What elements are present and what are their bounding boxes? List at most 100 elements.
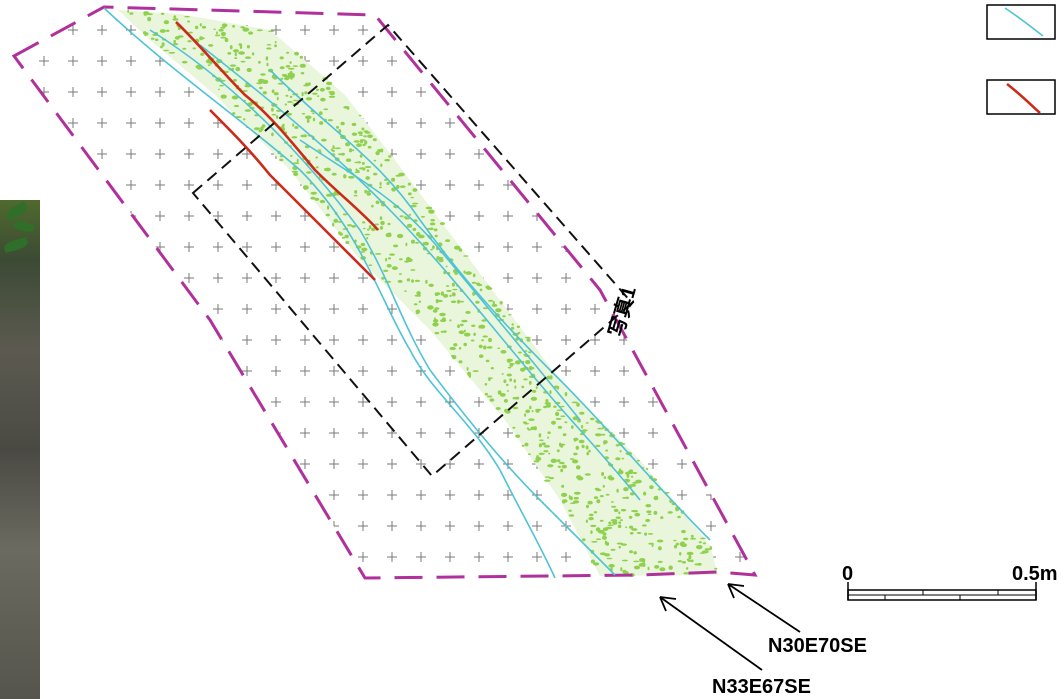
- crushed-zone-dot: [416, 291, 421, 296]
- granite-cross: [213, 304, 223, 314]
- crushed-zone-dot: [227, 52, 232, 55]
- granite-cross: [416, 149, 426, 159]
- granite-cross: [242, 335, 252, 345]
- crushed-zone-dot: [393, 244, 399, 248]
- granite-cross: [184, 366, 194, 376]
- granite-cross: [68, 521, 78, 531]
- crushed-zone-dot: [550, 458, 557, 463]
- crushed-zone-dot: [668, 565, 673, 570]
- granite-cross: [503, 459, 513, 469]
- crushed-zone-dot: [611, 505, 617, 508]
- crushed-zone-dot: [458, 347, 462, 350]
- granite-cross: [764, 397, 774, 407]
- granite-cross: [97, 304, 107, 314]
- crushed-zone-dot: [308, 82, 311, 86]
- crushed-zone-dot: [386, 264, 392, 268]
- crushed-zone-dot: [610, 519, 618, 522]
- crushed-zone-dot: [607, 524, 614, 527]
- granite-cross: [358, 397, 368, 407]
- granite-cross: [358, 583, 368, 593]
- crushed-zone-dot: [458, 360, 463, 364]
- crushed-zone-dot: [575, 465, 581, 470]
- granite-cross: [590, 211, 600, 221]
- granite-cross: [706, 273, 716, 283]
- crushed-zone-dot: [597, 427, 603, 430]
- crushed-zone-dot: [478, 354, 484, 359]
- crushed-zone-dot: [535, 456, 542, 461]
- granite-cross: [503, 583, 513, 593]
- crushed-zone-dot: [475, 282, 481, 286]
- crushed-zone-dot: [187, 40, 192, 43]
- crushed-zone-dot: [379, 181, 382, 186]
- granite-cross: [561, 25, 571, 35]
- crushed-zone-dot: [291, 170, 299, 173]
- crushed-zone-dot: [266, 44, 272, 46]
- crushed-zone-dot: [620, 519, 623, 522]
- crushed-zone-dot: [351, 225, 357, 228]
- granite-cross: [648, 459, 658, 469]
- crushed-zone-dot: [445, 265, 448, 268]
- crushed-zone-dot: [326, 81, 333, 86]
- crushed-zone-dot: [472, 370, 479, 373]
- granite-cross: [97, 273, 107, 283]
- granite-cross: [300, 25, 310, 35]
- crushed-zone-dot: [410, 204, 417, 208]
- granite-cross: [735, 273, 745, 283]
- crushed-zone-dot: [585, 422, 589, 424]
- crushed-zone-dot: [220, 36, 227, 39]
- granite-cross: [213, 397, 223, 407]
- granite-cross: [213, 242, 223, 252]
- crushed-zone-dot: [591, 540, 598, 543]
- granite-cross: [474, 149, 484, 159]
- crushed-zone-dot: [641, 524, 647, 527]
- granite-cross: [648, 180, 658, 190]
- crushed-zone-dot: [168, 51, 176, 54]
- cyan-line-swatch-icon: [1004, 7, 1044, 37]
- crushed-zone-dot: [544, 476, 551, 478]
- granite-cross: [126, 521, 136, 531]
- crushed-zone-dot: [366, 169, 370, 172]
- crushed-zone-dot: [621, 559, 629, 562]
- crushed-zone-dot: [599, 552, 607, 556]
- crushed-zone-dot: [294, 126, 299, 129]
- crushed-zone-dot: [299, 63, 306, 68]
- crushed-zone-dot: [372, 138, 377, 142]
- granite-cross: [416, 428, 426, 438]
- granite-cross: [590, 335, 600, 345]
- crushed-zone-dot: [445, 239, 451, 243]
- crushed-zone-dot: [233, 49, 239, 53]
- granite-cross: [300, 242, 310, 252]
- granite-cross: [474, 490, 484, 500]
- granite-cross: [648, 428, 658, 438]
- crushed-zone-dot: [438, 258, 444, 263]
- crushed-zone-dot: [621, 457, 625, 460]
- crushed-zone-dot: [439, 312, 446, 317]
- granite-cross: [648, 366, 658, 376]
- granite-cross: [532, 25, 542, 35]
- granite-cross: [445, 56, 455, 66]
- granite-cross: [590, 56, 600, 66]
- crushed-zone-dot: [601, 472, 605, 476]
- granite-cross: [184, 428, 194, 438]
- granite-cross: [97, 552, 107, 562]
- crushed-zone-dot: [506, 373, 512, 377]
- crushed-zone-dot: [449, 294, 452, 297]
- granite-cross: [68, 118, 78, 128]
- crushed-zone-dot: [187, 20, 191, 23]
- granite-cross: [126, 304, 136, 314]
- crushed-zone-dot: [659, 567, 666, 572]
- crushed-zone-dot: [521, 385, 525, 389]
- crushed-zone-dot: [286, 76, 294, 79]
- crushed-zone-dot: [163, 20, 170, 25]
- granite-cross: [677, 490, 687, 500]
- granite-cross: [68, 25, 78, 35]
- crushed-zone-dot: [279, 66, 285, 70]
- granite-cross: [68, 552, 78, 562]
- granite-cross: [97, 583, 107, 593]
- crushed-zone-dot: [425, 279, 428, 284]
- crushed-zone-dot: [385, 258, 388, 262]
- granite-cross: [358, 521, 368, 531]
- crushed-zone-dot: [549, 390, 552, 395]
- crushed-zone-dot: [529, 366, 533, 371]
- granite-cross: [242, 397, 252, 407]
